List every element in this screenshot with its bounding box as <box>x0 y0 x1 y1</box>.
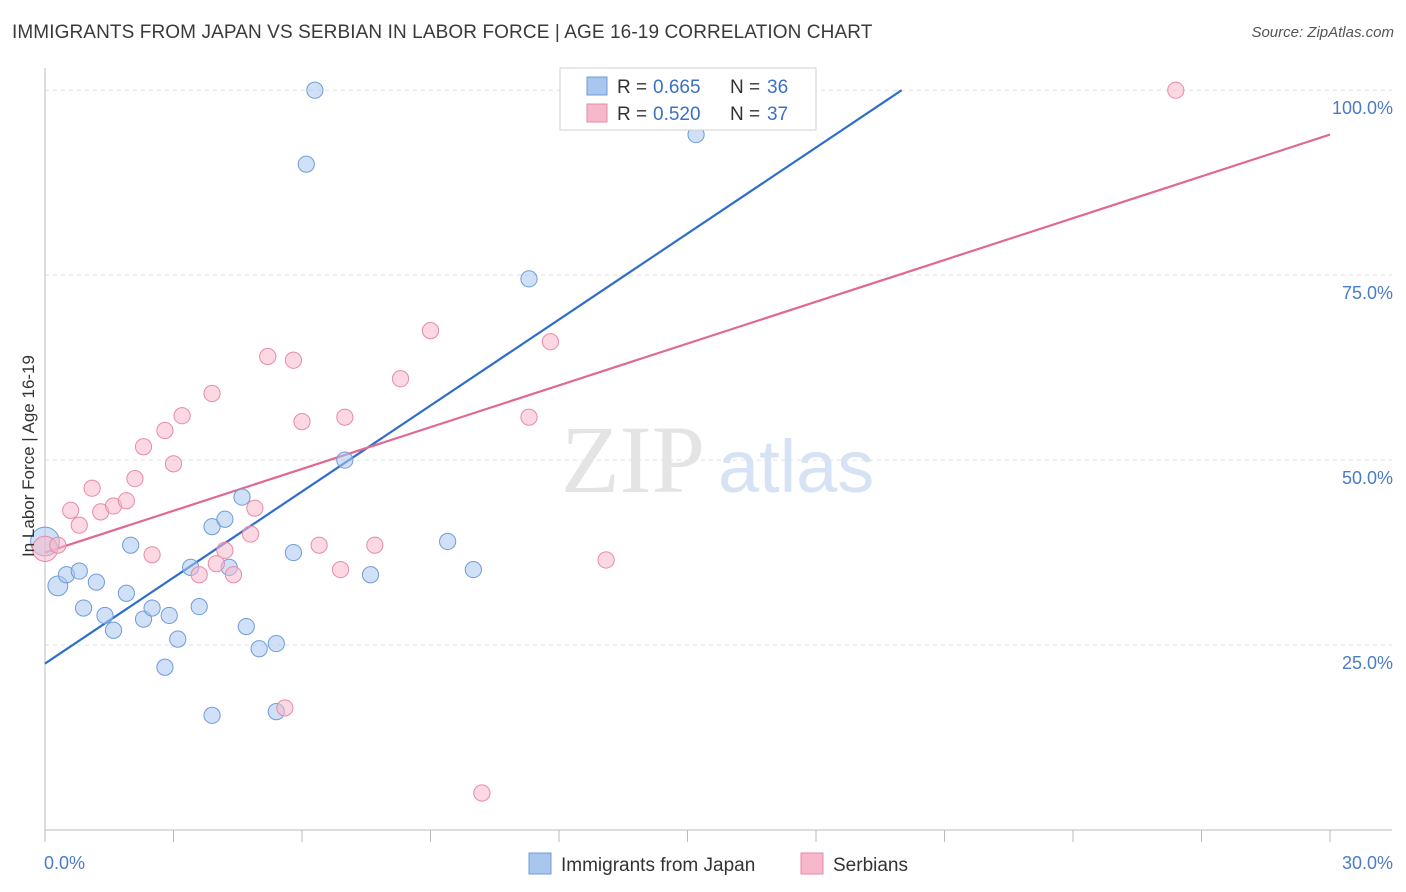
point-japan <box>464 560 482 579</box>
point-serbians <box>541 333 560 351</box>
legend-r-label-japan: R = <box>617 77 647 98</box>
legend-swatch-serbians <box>586 103 608 123</box>
legend-r-value-japan: 0.665 <box>653 77 701 98</box>
point-serbians <box>473 784 491 802</box>
point-serbians <box>391 370 410 388</box>
watermark: ZIP atlas <box>561 406 874 513</box>
point-japan <box>143 599 161 617</box>
point-japan <box>203 706 221 724</box>
point-japan <box>361 566 380 584</box>
y-axis-label: In Labor Force | Age 16-19 <box>19 355 38 557</box>
point-serbians <box>293 413 311 431</box>
legend-n-value-serbians: 37 <box>767 104 788 125</box>
point-japan <box>336 451 354 469</box>
point-serbians <box>224 566 243 584</box>
point-japan <box>169 630 187 648</box>
bottom-legend-swatch-japan <box>528 852 552 875</box>
point-serbians <box>190 566 208 584</box>
point-japan <box>284 543 303 562</box>
chart-title: IMMIGRANTS FROM JAPAN VS SERBIAN IN LABO… <box>12 22 873 43</box>
point-serbians <box>203 384 221 403</box>
bottom-legend-swatch-serbians <box>800 852 824 875</box>
point-serbians <box>242 525 260 543</box>
x-tick-label-max: 30.0% <box>1342 853 1393 873</box>
point-japan <box>297 155 315 173</box>
point-serbians <box>246 499 264 517</box>
axes <box>44 68 1392 842</box>
x-tick-labels: 0.0% 30.0% <box>44 853 1393 873</box>
point-japan <box>96 606 114 625</box>
point-serbians <box>173 407 191 425</box>
point-serbians <box>597 551 615 569</box>
legend-n-label-serbians: N = <box>730 104 760 125</box>
point-japan <box>74 599 93 617</box>
point-japan <box>216 510 234 528</box>
legend-n-value-japan: 36 <box>767 77 788 98</box>
point-serbians <box>207 555 225 573</box>
point-serbians <box>421 322 440 340</box>
point-serbians <box>164 455 183 473</box>
point-japan <box>70 562 88 580</box>
point-serbians <box>156 421 174 440</box>
legend-r-label-serbians: R = <box>617 104 647 125</box>
watermark-atlas: atlas <box>718 425 874 508</box>
legend-r-value-serbians: 0.520 <box>653 104 701 125</box>
gridlines <box>45 89 1392 646</box>
point-serbians <box>83 479 101 497</box>
y-tick-labels: 25.0% 50.0% 75.0% 100.0% <box>1332 98 1393 673</box>
point-serbians <box>284 351 303 369</box>
point-japan <box>122 536 140 554</box>
series-legend: Immigrants from Japan Serbians <box>528 852 908 876</box>
point-japan <box>250 640 268 658</box>
point-serbians <box>336 408 354 426</box>
point-serbians <box>117 492 135 510</box>
point-serbians <box>62 501 80 520</box>
point-japan <box>267 634 285 653</box>
point-serbians <box>143 546 161 564</box>
bottom-legend-label-japan: Immigrants from Japan <box>561 855 755 876</box>
point-serbians <box>520 408 538 426</box>
y-tick-label-50.0%: 50.0% <box>1342 468 1393 488</box>
correlation-legend: R = 0.665 N = 36 R = 0.520 N = 37 <box>559 67 817 131</box>
point-japan <box>203 518 221 536</box>
legend-n-label-japan: N = <box>730 77 760 98</box>
point-serbians <box>70 516 88 534</box>
point-serbians <box>276 699 294 717</box>
point-japan <box>156 658 174 676</box>
bottom-legend-label-serbians: Serbians <box>833 855 908 876</box>
point-serbians <box>331 560 350 579</box>
data-points <box>30 81 1185 802</box>
point-serbians <box>310 536 328 554</box>
point-japan <box>160 606 178 625</box>
point-japan <box>439 532 457 551</box>
point-japan <box>190 597 208 616</box>
point-japan <box>520 270 538 288</box>
point-japan <box>237 617 255 636</box>
x-tick-label-min: 0.0% <box>44 853 85 873</box>
y-tick-label-25.0%: 25.0% <box>1342 653 1393 673</box>
chart-source: Source: ZipAtlas.com <box>1251 24 1394 41</box>
legend-swatch-japan <box>586 76 608 96</box>
point-serbians <box>126 469 144 488</box>
point-japan <box>117 584 135 602</box>
y-tick-label-100.0%: 100.0% <box>1332 98 1393 118</box>
point-japan <box>306 81 324 99</box>
point-japan <box>104 621 123 639</box>
point-japan <box>233 488 251 506</box>
point-serbians <box>216 541 234 559</box>
point-serbians <box>259 347 277 366</box>
point-serbians <box>1167 81 1185 99</box>
point-serbians <box>366 536 384 554</box>
point-serbians <box>49 536 67 554</box>
point-serbians <box>134 438 153 456</box>
point-japan <box>87 573 106 591</box>
trend-line-serbians <box>44 133 1331 554</box>
y-tick-label-75.0%: 75.0% <box>1342 283 1393 303</box>
watermark-zip: ZIP <box>561 406 705 513</box>
